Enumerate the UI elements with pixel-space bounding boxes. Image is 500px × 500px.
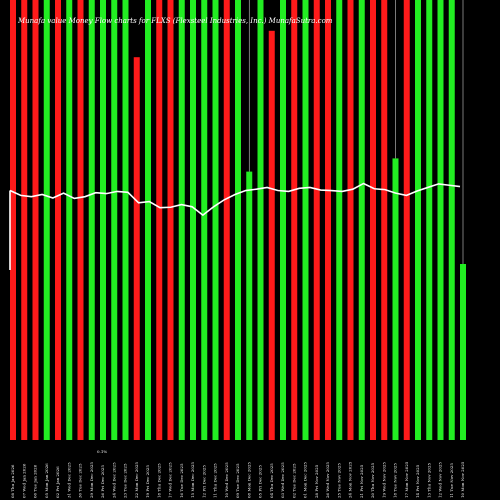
chart-bar xyxy=(43,0,50,440)
chart-bar xyxy=(448,0,455,440)
chart-bar xyxy=(381,0,388,440)
chart-bar xyxy=(325,0,331,440)
chart-bar xyxy=(212,0,219,440)
x-tick-label: 24 Wed Dec 2025 xyxy=(111,462,116,498)
x-tick-label: 13 Thu Nov 2025 xyxy=(426,462,431,498)
chart-bar xyxy=(10,0,16,440)
chart-title: Munafa value Money Flow charts for FLXS … xyxy=(17,17,333,25)
chart-bar xyxy=(257,0,264,440)
line-layer xyxy=(9,182,461,270)
x-tick-label: 11 Tue Nov 2025 xyxy=(449,463,454,498)
chart-bar xyxy=(223,0,230,440)
x-tick-label: 04 Thu Dec 2025 xyxy=(269,463,274,498)
x-tick-label: 31 Wed Dec 2025 xyxy=(66,462,71,498)
x-tick-label: 02 Tue Dec 2025 xyxy=(291,463,296,498)
chart-bar xyxy=(415,0,421,440)
x-tick-label: 11 Thu Dec 2025 xyxy=(213,463,218,498)
chart-bar xyxy=(100,0,106,440)
x-tick-label: 23 Tue Dec 2025 xyxy=(123,463,128,498)
chart-bar xyxy=(145,0,151,440)
x-tick-label: 08 Mon Dec 2025 xyxy=(246,462,251,498)
series-line xyxy=(9,182,461,217)
x-tick-label: 18 Thu Dec 2025 xyxy=(156,463,161,498)
chart-bar xyxy=(122,0,129,440)
x-tick-label: 20 Thu Nov 2025 xyxy=(370,462,375,498)
chart-bar xyxy=(111,0,118,440)
x-tick-label: 10 Wed Dec 2025 xyxy=(224,462,229,498)
x-tick-label: 22 Mon Dec 2025 xyxy=(134,462,139,498)
x-tick-label: 14 Fri Nov 2025 xyxy=(415,464,420,498)
x-tick-label: 18 Tue Nov 2025 xyxy=(393,463,398,498)
chart-bar xyxy=(313,0,320,440)
chart-bar xyxy=(246,171,253,440)
x-tick-label: 03 Wed Dec 2025 xyxy=(280,462,285,498)
x-tick-label: 09 Tue Dec 2025 xyxy=(235,463,240,498)
chart-bar xyxy=(336,0,343,440)
x-tick-label: 07 Wed Jan 2026 xyxy=(21,463,26,498)
x-tick-label: 25 Tue Nov 2025 xyxy=(336,463,341,498)
x-tick-label: 21 Fri Nov 2025 xyxy=(359,464,364,498)
x-tick-label: 01 Mon Dec 2025 xyxy=(303,462,308,498)
x-tick-label: 15 Mon Dec 2025 xyxy=(190,462,195,498)
x-tick-label: 24 Mon Nov 2025 xyxy=(348,461,353,498)
chart-bar xyxy=(156,0,163,440)
chart-bar xyxy=(437,0,444,440)
chart-bar xyxy=(291,0,298,440)
chart-bar xyxy=(32,0,39,440)
x-tick-label: 17 Wed Dec 2025 xyxy=(168,462,173,498)
chart-bar xyxy=(190,0,196,440)
x-tick-label: 12 Wed Nov 2025 xyxy=(438,462,443,498)
chart-bar xyxy=(302,0,309,440)
x-tick-label: 17 Mon Nov 2025 xyxy=(404,461,409,498)
chart-bar xyxy=(235,0,241,440)
chart-bar xyxy=(21,0,28,440)
x-tick-label: 28 Fri Nov 2025 xyxy=(314,464,319,498)
wicks-layer xyxy=(248,0,464,264)
chart-bar xyxy=(392,158,399,440)
chart-bar xyxy=(358,0,365,440)
x-tick-label: 26 Wed Nov 2025 xyxy=(325,462,330,498)
x-tick-label: 19 Fri Dec 2025 xyxy=(145,465,150,498)
x-tick-label: 05 Fri Dec 2025 xyxy=(258,465,263,498)
chart-bar xyxy=(347,0,354,440)
chart-bar xyxy=(66,0,73,440)
chart-bar xyxy=(167,0,174,440)
x-tick-label: 30 Tue Dec 2025 xyxy=(78,463,83,498)
x-tick-label: 26 Fri Dec 2025 xyxy=(100,465,105,498)
bars-layer xyxy=(10,0,466,441)
chart-bar xyxy=(268,30,275,441)
chart-bar xyxy=(88,0,95,440)
x-tick-label: 02 Fri Jan 2026 xyxy=(55,466,60,498)
chart-bar xyxy=(77,0,84,440)
chart-bar xyxy=(280,0,286,440)
chart-bar xyxy=(178,0,185,440)
x-tick-label: 10 Mon Nov 2025 xyxy=(460,461,465,498)
x-tick-label: 05 Mon Jan 2026 xyxy=(44,463,49,498)
chart-bar xyxy=(201,0,208,440)
chart-bar xyxy=(426,0,433,440)
chart-bar xyxy=(403,0,410,440)
x-tick-label: 16 Tue Dec 2025 xyxy=(179,463,184,498)
x-ticks-layer: 08 Thu Jan 2026 07 Wed Jan 2026 06 Tue Jan… xyxy=(10,461,465,498)
chart-bar xyxy=(133,57,140,440)
chart-bar xyxy=(370,0,376,440)
x-tick-label: 08 Thu Jan 2026 xyxy=(10,464,15,498)
x-tick-label: 06 Tue Jan 2026 xyxy=(33,464,38,498)
x-tick-label: 12 Fri Dec 2025 xyxy=(201,465,206,498)
x-tick-label: 19 Wed Nov 2025 xyxy=(381,462,386,498)
x-tick-label: 29 Mon Dec 2025 xyxy=(89,462,94,498)
annotation-label: 0.1% xyxy=(97,449,107,454)
chart-bar xyxy=(55,0,61,440)
chart-bar xyxy=(460,264,466,440)
